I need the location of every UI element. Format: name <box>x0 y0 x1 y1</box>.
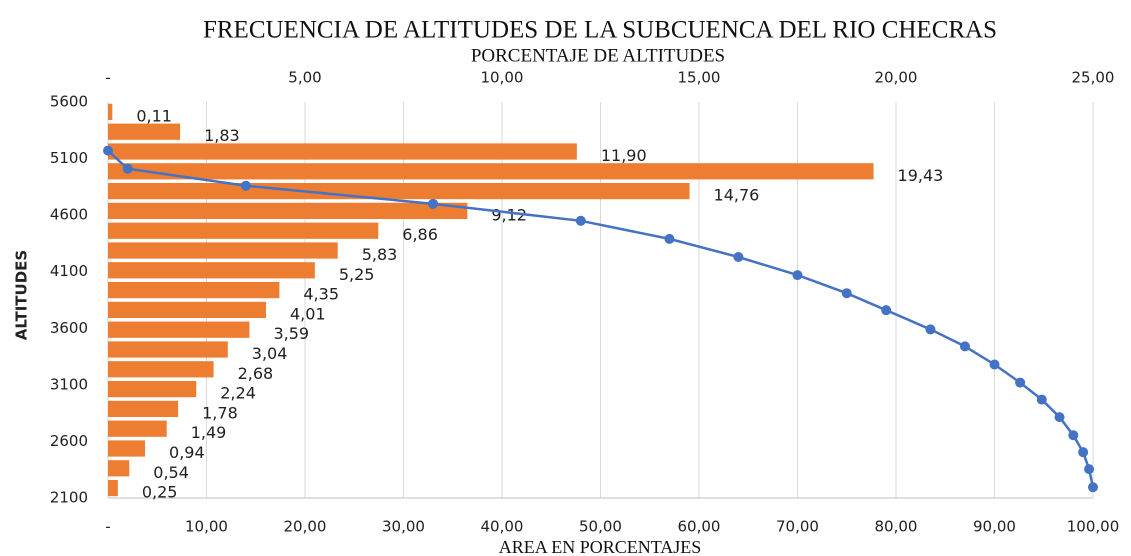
bar <box>108 262 315 279</box>
x-tick-label: 40,00 <box>481 518 524 536</box>
top-tick-label: 5,00 <box>288 69 321 87</box>
bar <box>108 321 250 338</box>
chart-title: FRECUENCIA DE ALTITUDES DE LA SUBCUENCA … <box>203 17 997 44</box>
curve-point <box>989 359 1000 370</box>
x-tick-label: - <box>105 518 110 536</box>
curve-point <box>1078 447 1089 458</box>
y-tick-label: 5100 <box>50 149 88 167</box>
y-tick-label: 3600 <box>50 319 88 337</box>
x-tick-label: 60,00 <box>678 518 721 536</box>
bar <box>108 380 197 398</box>
bar-value-label: 1,78 <box>202 403 238 422</box>
curve-point <box>103 145 113 156</box>
top-tick-label: 20,00 <box>875 69 918 87</box>
bar-value-label: 1,49 <box>191 423 227 442</box>
x-tick-label: 70,00 <box>776 518 819 536</box>
curve-point <box>792 270 803 281</box>
bar-value-label: 1,83 <box>204 126 240 145</box>
y-tick-label: 4600 <box>50 206 88 224</box>
bar <box>108 182 690 200</box>
bar <box>108 163 874 180</box>
x-tick-label: 100,00 <box>1067 518 1120 536</box>
top-tick-label: 10,00 <box>481 69 524 87</box>
curve-point <box>733 252 744 263</box>
bar-value-label: 0,11 <box>136 106 172 125</box>
bar <box>108 281 280 299</box>
curve-point <box>841 288 852 299</box>
bar <box>108 301 266 319</box>
bar <box>108 242 338 259</box>
top-tick-label: 25,00 <box>1072 69 1115 87</box>
bar-value-label: 19,43 <box>898 166 944 185</box>
bar <box>108 400 179 418</box>
x-tick-label: 30,00 <box>382 518 425 536</box>
bar-value-label: 9,12 <box>491 205 527 224</box>
top-tick-label: - <box>105 69 110 87</box>
bar <box>108 341 228 358</box>
top-tick-label: 15,00 <box>678 69 721 87</box>
curve-point <box>959 341 970 352</box>
curve-point <box>428 198 439 209</box>
bar-value-label: 0,54 <box>153 463 189 482</box>
bar-value-label: 5,83 <box>362 245 398 264</box>
bar-value-label: 6,86 <box>402 225 438 244</box>
bar-value-label: 4,01 <box>290 304 326 323</box>
curve-point <box>664 233 675 244</box>
y-tick-label: 5600 <box>50 93 88 111</box>
curve-point <box>1036 394 1047 405</box>
curve-point <box>881 305 892 316</box>
curve-point <box>1054 412 1065 423</box>
y-tick-label: 4100 <box>50 262 88 280</box>
bar <box>108 479 118 497</box>
curve-point <box>1088 482 1098 493</box>
bar <box>108 103 113 121</box>
bar-value-label: 2,24 <box>220 384 256 403</box>
x-tick-label: 90,00 <box>973 518 1016 536</box>
bar-value-label: 3,04 <box>252 344 288 363</box>
y-tick-label: 2100 <box>50 489 88 507</box>
curve-point <box>122 163 133 174</box>
bar <box>108 420 167 437</box>
curve-point <box>1084 464 1095 475</box>
bar-value-label: 11,90 <box>601 146 647 165</box>
bar <box>108 123 181 140</box>
x-axis-title: AREA EN PORCENTAJES <box>499 537 702 556</box>
bar-value-label: 2,68 <box>238 364 274 383</box>
x-tick-label: 10,00 <box>185 518 228 536</box>
bar <box>108 222 379 239</box>
bar <box>108 143 577 160</box>
top-axis-title: PORCENTAJE DE ALTITUDES <box>471 45 725 66</box>
bar-value-label: 14,76 <box>714 186 760 205</box>
y-tick-label: 2600 <box>50 432 88 450</box>
bar-value-label: 3,59 <box>273 324 309 343</box>
bar <box>108 460 130 477</box>
curve-point <box>1015 377 1026 388</box>
bar-value-label: 5,25 <box>339 265 375 284</box>
bar <box>108 202 468 220</box>
curve-point <box>1068 430 1079 441</box>
bar-value-label: 0,94 <box>169 443 205 462</box>
x-tick-label: 20,00 <box>284 518 327 536</box>
bar <box>108 440 146 457</box>
y-axis-title: ALTITUDES <box>13 250 31 340</box>
x-tick-label: 50,00 <box>579 518 622 536</box>
curve-point <box>925 324 936 335</box>
bar-value-label: 0,25 <box>142 483 178 502</box>
y-tick-label: 3100 <box>50 375 88 393</box>
bar-value-label: 4,35 <box>303 285 339 304</box>
curve-point <box>240 180 251 191</box>
bar <box>108 361 214 378</box>
x-tick-label: 80,00 <box>875 518 918 536</box>
curve-point <box>575 215 586 226</box>
